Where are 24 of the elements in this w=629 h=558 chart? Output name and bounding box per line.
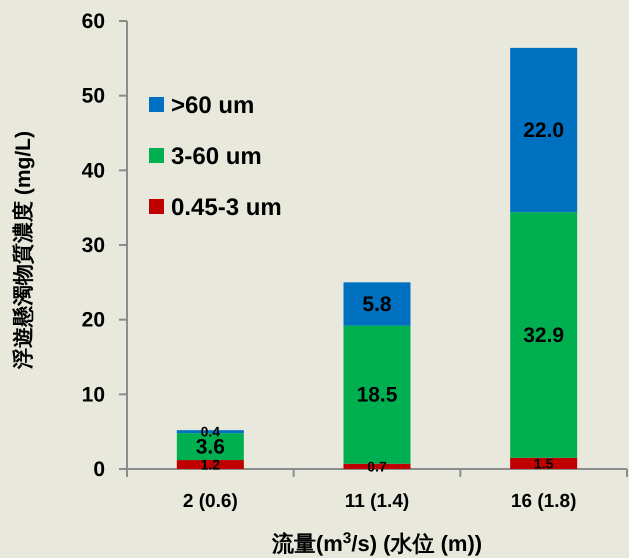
x-axis-title: 流量(m$^{3}$/s) (水位 (m)) — [270, 530, 482, 556]
y-tick-label: 30 — [82, 234, 105, 257]
data-label: 32.9 — [523, 324, 564, 347]
data-label: 5.8 — [362, 292, 392, 316]
x-tick-label: 2 (0.6) — [182, 491, 238, 512]
data-label: 1.5 — [534, 455, 554, 472]
y-axis-title: 浮遊懸濁物質濃度 (mg/L) — [11, 131, 35, 370]
x-tick-label: 11 (1.4) — [344, 491, 410, 512]
legend-label: 0.45-3 um — [171, 194, 282, 221]
data-label: 18.5 — [356, 384, 398, 407]
bar — [510, 212, 578, 458]
y-tick-label: 60 — [82, 10, 105, 33]
bar — [510, 48, 578, 212]
y-tick-label: 0 — [93, 458, 105, 481]
legend-label: >60 um — [171, 92, 254, 119]
y-tick-label: 50 — [82, 84, 105, 108]
y-tick-label: 40 — [82, 159, 105, 182]
data-label: 1.2 — [200, 456, 220, 473]
data-label: 22.0 — [523, 119, 564, 142]
y-tick-label: 20 — [82, 308, 105, 332]
x-tick-label: 16 (1.8) — [510, 491, 576, 512]
legend-label: 3-60 um — [171, 143, 262, 170]
y-tick-label: 10 — [82, 383, 105, 406]
bar — [344, 282, 410, 326]
